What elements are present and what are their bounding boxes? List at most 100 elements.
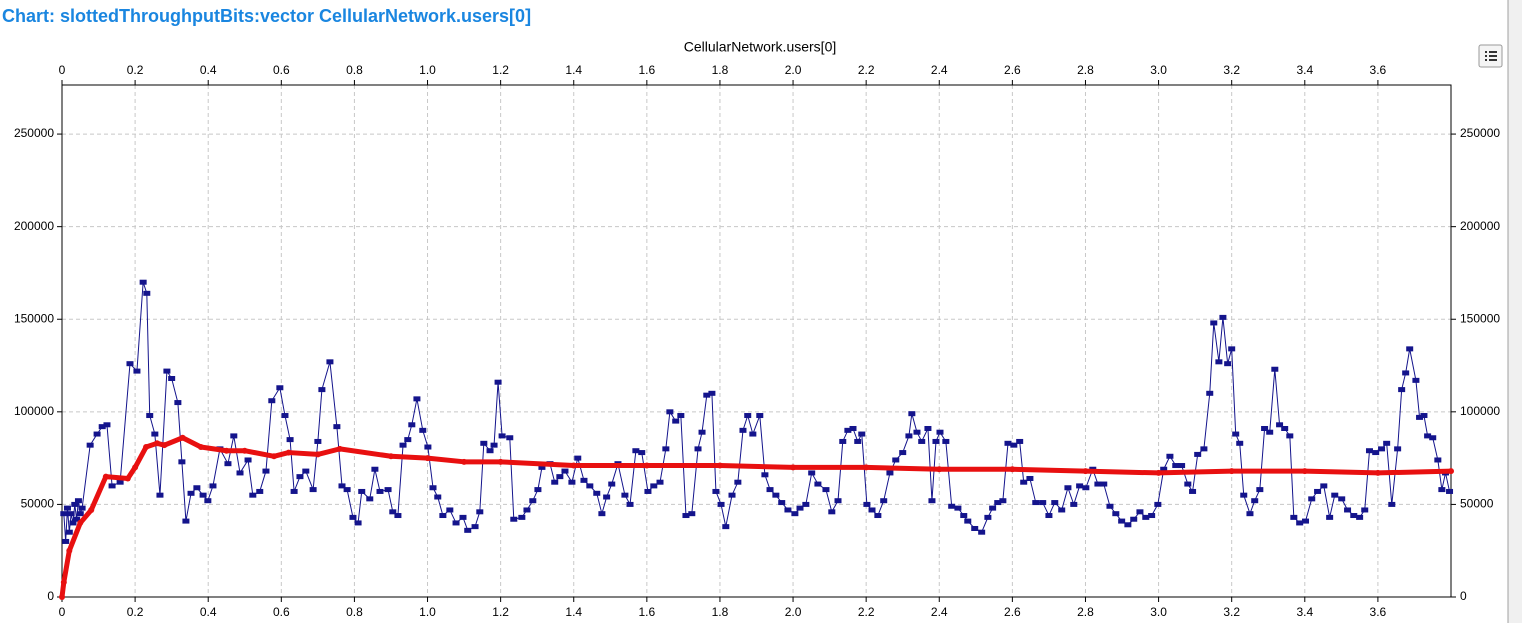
y-tick-label: 200000	[14, 219, 54, 233]
point-marker	[326, 359, 334, 365]
side-strip	[1508, 0, 1522, 623]
point-marker	[703, 392, 711, 398]
point-marker	[151, 431, 159, 437]
point-marker	[1394, 446, 1402, 452]
point-marker	[143, 290, 151, 296]
point-marker	[358, 488, 366, 494]
point-marker	[480, 440, 488, 446]
point-marker	[570, 462, 577, 469]
point-marker	[230, 433, 238, 439]
point-marker	[716, 462, 723, 469]
point-marker	[1136, 509, 1144, 515]
point-marker	[74, 498, 82, 504]
point-marker	[1236, 440, 1244, 446]
point-marker	[67, 511, 75, 517]
x-tick-label: 1.6	[638, 605, 655, 619]
point-marker	[828, 509, 836, 515]
point-marker	[880, 498, 888, 504]
point-marker	[199, 492, 207, 498]
point-marker	[960, 513, 968, 519]
point-marker	[69, 520, 77, 526]
point-marker	[734, 479, 742, 485]
point-marker	[892, 457, 900, 463]
point-marker	[666, 409, 674, 415]
point-marker	[193, 485, 201, 491]
x2-tick-label: 0.4	[200, 63, 217, 77]
x-tick-label: 2.6	[1004, 605, 1021, 619]
point-marker	[262, 468, 270, 474]
point-marker	[476, 509, 484, 515]
x-tick-label: 2.4	[931, 605, 948, 619]
point-marker	[439, 513, 447, 519]
point-marker	[722, 524, 730, 530]
point-marker	[1438, 487, 1446, 493]
point-marker	[1383, 440, 1391, 446]
legend-button[interactable]	[1478, 44, 1503, 68]
point-marker	[1246, 511, 1254, 517]
point-marker	[772, 492, 780, 498]
point-marker	[638, 450, 646, 456]
point-marker	[534, 487, 542, 493]
point-marker	[1256, 487, 1264, 493]
point-marker	[429, 485, 437, 491]
point-marker	[1184, 481, 1192, 487]
point-marker	[1232, 431, 1240, 437]
point-marker	[59, 594, 65, 600]
point-marker	[672, 418, 680, 424]
point-marker	[796, 505, 804, 511]
x2-tick-label: 3.0	[1150, 63, 1167, 77]
plot-frame	[61, 84, 1452, 598]
point-marker	[236, 470, 244, 476]
point-marker	[204, 498, 212, 504]
point-marker	[179, 434, 186, 441]
y2-tick-label: 250000	[1460, 126, 1500, 140]
point-marker	[1361, 507, 1369, 513]
point-marker	[1296, 520, 1304, 526]
point-marker	[1148, 513, 1156, 519]
point-marker	[510, 516, 518, 522]
point-marker	[928, 498, 936, 504]
point-marker	[408, 422, 416, 428]
point-marker	[77, 519, 84, 526]
point-marker	[384, 487, 392, 493]
point-marker	[1172, 463, 1180, 469]
point-marker	[497, 458, 504, 465]
point-marker	[98, 424, 106, 430]
point-marker	[908, 411, 916, 417]
point-marker	[354, 520, 362, 526]
x-tick-label: 3.2	[1223, 605, 1240, 619]
point-marker	[886, 470, 894, 476]
point-marker	[749, 431, 757, 437]
point-marker	[999, 498, 1007, 504]
series-line	[59, 435, 1452, 598]
point-marker	[249, 492, 257, 498]
point-marker	[899, 450, 907, 456]
point-marker	[1378, 446, 1386, 452]
point-marker	[538, 464, 546, 470]
point-marker	[523, 507, 531, 513]
y-tick-label: 50000	[21, 497, 55, 511]
point-marker	[241, 447, 248, 454]
point-marker	[1356, 514, 1364, 520]
point-marker	[712, 488, 720, 494]
point-marker	[102, 473, 109, 480]
point-marker	[1155, 469, 1162, 476]
x2-tick-label: 0.2	[127, 63, 144, 77]
x-tick-label: 1.2	[492, 605, 509, 619]
point-marker	[621, 492, 629, 498]
point-marker	[1032, 500, 1040, 506]
x2-tick-label: 2.4	[931, 63, 948, 77]
point-marker	[598, 511, 606, 517]
point-marker	[1446, 488, 1454, 494]
point-marker	[413, 396, 421, 402]
x-tick-label: 1.8	[712, 605, 729, 619]
point-marker	[1302, 518, 1310, 524]
point-marker	[905, 433, 913, 439]
point-marker	[1276, 422, 1284, 428]
point-marker	[1142, 514, 1150, 520]
x2-tick-label: 2.2	[858, 63, 875, 77]
point-marker	[343, 487, 351, 493]
y-tick-label: 100000	[14, 404, 54, 418]
